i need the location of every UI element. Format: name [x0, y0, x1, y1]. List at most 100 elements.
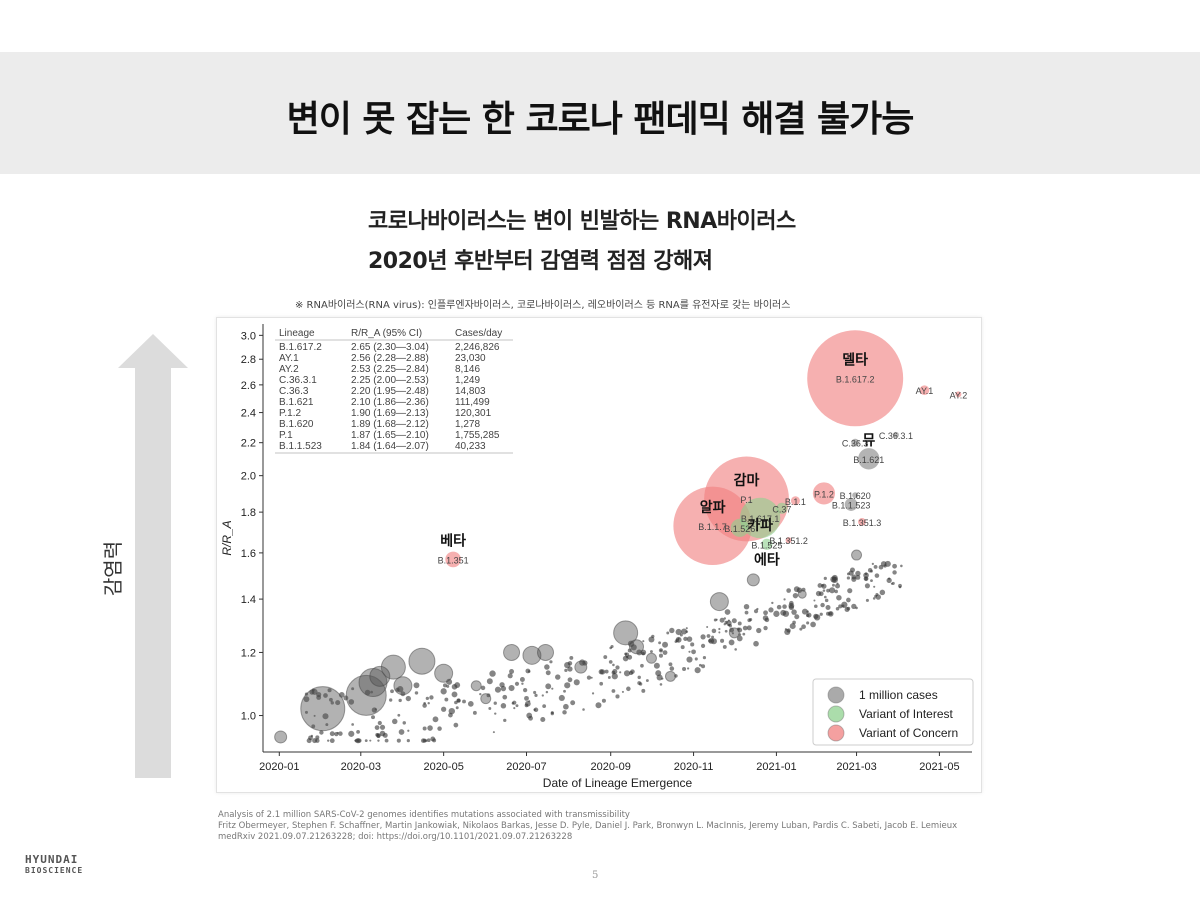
minor-lineage-point — [637, 681, 642, 685]
minor-lineage-point — [719, 617, 725, 623]
minor-lineage-point — [648, 636, 655, 643]
minor-lineage-point — [874, 573, 880, 578]
up-arrow-icon — [118, 334, 188, 778]
variant-korean-name: 에타 — [754, 551, 780, 567]
minor-lineage-point — [591, 692, 595, 695]
minor-lineage-point — [377, 720, 382, 726]
variant-label: B.1.1 — [785, 497, 806, 507]
minor-lineage-point — [886, 577, 892, 584]
page-title: 변이 못 잡는 한 코로나 팬데믹 해결 불가능 — [286, 99, 915, 140]
minor-lineage-point — [603, 655, 608, 659]
minor-lineage-point — [773, 610, 780, 617]
minor-lineage-point — [884, 560, 891, 567]
minor-lineage-point — [686, 656, 693, 663]
table-header: R/R_A (95% CI) — [351, 328, 422, 339]
x-tick-label: 2021-05 — [919, 761, 959, 773]
minor-lineage-point — [611, 689, 616, 693]
variant-bubble-B.1.621 — [858, 448, 880, 470]
minor-lineage-point — [694, 667, 701, 674]
minor-lineage-point — [870, 579, 873, 583]
lineage-bubble — [522, 645, 542, 665]
minor-lineage-point — [867, 568, 873, 573]
lineage-bubble — [645, 652, 657, 664]
table-cell: 2.56 (2.28—2.88) — [351, 353, 429, 364]
minor-lineage-point — [451, 691, 458, 698]
minor-lineage-point — [675, 628, 682, 636]
minor-lineage-point — [335, 700, 341, 706]
minor-lineage-point — [590, 676, 593, 679]
minor-lineage-point — [325, 723, 329, 727]
minor-lineage-point — [598, 669, 604, 675]
minor-lineage-point — [534, 693, 538, 697]
minor-lineage-point — [303, 696, 310, 703]
lineage-bubble — [393, 676, 413, 696]
minor-lineage-point — [718, 627, 721, 631]
x-axis-title: Date of Lineage Emergence — [543, 776, 693, 790]
minor-lineage-point — [641, 688, 646, 693]
minor-lineage-point — [669, 666, 675, 671]
minor-lineage-point — [822, 589, 826, 592]
lineage-bubble — [300, 686, 346, 732]
y-tick-label: 2.6 — [241, 380, 256, 392]
minor-lineage-point — [398, 698, 402, 703]
table-header: Cases/day — [455, 328, 502, 339]
lineage-bubble — [746, 573, 760, 587]
minor-lineage-point — [330, 701, 334, 705]
table-cell: 2.53 (2.25—2.84) — [351, 364, 429, 375]
minor-lineage-point — [865, 598, 869, 602]
minor-lineage-point — [742, 625, 748, 631]
minor-lineage-point — [371, 707, 378, 713]
minor-lineage-point — [444, 697, 449, 702]
minor-lineage-point — [677, 637, 680, 640]
minor-lineage-point — [567, 677, 573, 683]
minor-lineage-point — [370, 690, 373, 694]
minor-lineage-point — [659, 649, 663, 652]
table-cell: B.1.620 — [279, 419, 314, 430]
minor-lineage-point — [564, 682, 571, 689]
y-tick-label: 1.8 — [241, 507, 256, 519]
variant-bubble-AY.1 — [919, 385, 930, 396]
minor-lineage-point — [567, 666, 573, 672]
table-cell: 1.84 (1.64—2.07) — [351, 441, 429, 452]
minor-lineage-point — [625, 655, 629, 659]
minor-lineage-point — [724, 609, 731, 615]
minor-lineage-point — [426, 738, 431, 743]
minor-lineage-point — [666, 631, 670, 635]
minor-lineage-point — [685, 630, 689, 633]
minor-lineage-point — [685, 627, 688, 630]
table-cell: 40,233 — [455, 441, 486, 452]
table-cell: 14,803 — [455, 386, 486, 397]
minor-lineage-point — [851, 603, 857, 610]
minor-lineage-point — [813, 599, 816, 602]
minor-lineage-point — [523, 687, 528, 693]
minor-lineage-point — [427, 702, 430, 705]
minor-lineage-point — [863, 572, 869, 579]
minor-lineage-point — [315, 735, 320, 740]
variant-label: B.1.621 — [853, 455, 884, 465]
y-axis-title: R/R_A — [220, 520, 234, 555]
table-cell: 2.20 (1.95—2.48) — [351, 386, 429, 397]
table-cell: 8,146 — [455, 364, 480, 375]
minor-lineage-point — [819, 612, 823, 616]
y-tick-label: 2.8 — [241, 354, 256, 366]
x-tick-label: 2020-01 — [259, 761, 299, 773]
lineage-bubble — [274, 730, 288, 744]
lineage-bubble — [613, 620, 639, 646]
lineage-bubble — [797, 589, 807, 599]
minor-lineage-point — [338, 692, 345, 698]
minor-lineage-point — [550, 711, 554, 716]
minor-lineage-point — [668, 662, 673, 667]
variant-bubble-B.1.1.523 — [844, 498, 858, 511]
citation-line-2: Fritz Obermeyer, Stephen F. Schaffner, M… — [218, 821, 958, 831]
minor-lineage-point — [834, 589, 838, 594]
minor-lineage-point — [846, 576, 851, 580]
minor-lineage-point — [562, 710, 567, 715]
minor-lineage-point — [763, 610, 768, 616]
minor-lineage-point — [388, 698, 393, 702]
minor-lineage-point — [624, 652, 628, 656]
page-number: 5 — [592, 870, 599, 881]
minor-lineage-point — [651, 634, 655, 639]
variant-bubble-B.1.620 — [852, 492, 859, 499]
minor-lineage-point — [502, 694, 508, 700]
minor-lineage-point — [659, 683, 663, 686]
